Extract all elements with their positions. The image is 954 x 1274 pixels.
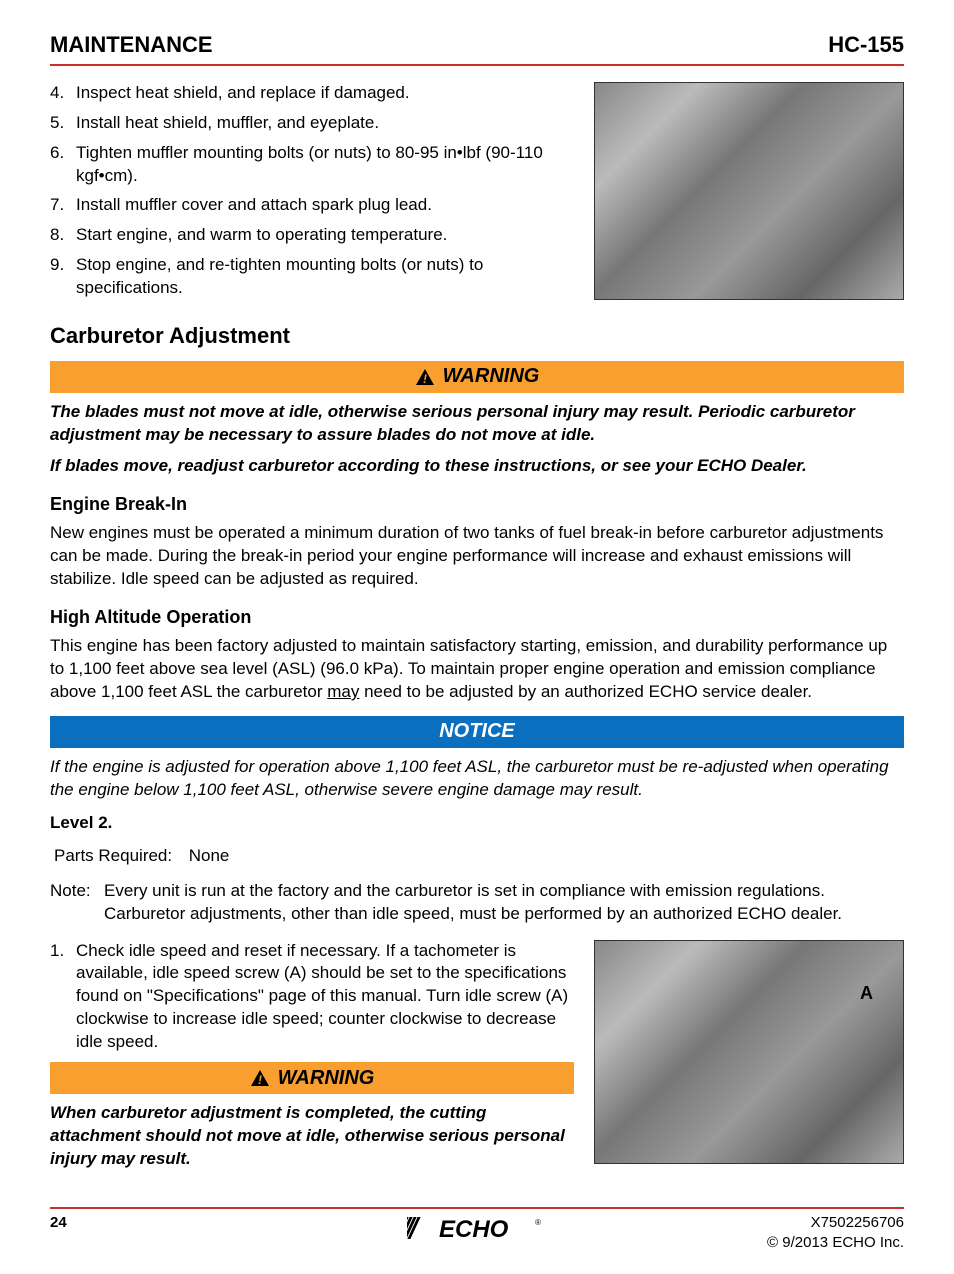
step-text: Check idle speed and reset if necessary.… xyxy=(76,941,568,1052)
step-item: 9.Stop engine, and re-tighten mounting b… xyxy=(76,254,574,300)
steps-top-container: 4. Inspect heat shield, and replace if da… xyxy=(50,82,574,308)
engine-photo-1 xyxy=(594,82,904,300)
warning-triangle-icon: ! xyxy=(415,363,435,390)
footer-logo: ECHO ® xyxy=(407,1213,547,1243)
lower-text-col: 1. Check idle speed and reset if necessar… xyxy=(50,940,574,1180)
step-item: 7.Install muffler cover and attach spark… xyxy=(76,194,574,217)
heading-engine-breakin: Engine Break-In xyxy=(50,492,904,516)
step-item: 5.Install heat shield, muffler, and eyep… xyxy=(76,112,574,135)
parts-label: Parts Required: xyxy=(54,845,184,868)
lower-section: 1. Check idle speed and reset if necessar… xyxy=(50,940,904,1180)
warning-banner: ! WARNING xyxy=(50,1062,574,1094)
step-item: 4.Inspect heat shield, and replace if da… xyxy=(76,82,574,105)
step-number: 4. xyxy=(50,82,64,105)
warning-label: WARNING xyxy=(278,1065,375,1092)
svg-text:ECHO: ECHO xyxy=(439,1216,509,1243)
step-item: 6.Tighten muffler mounting bolts (or nut… xyxy=(76,142,574,188)
paragraph: This engine has been factory adjusted to… xyxy=(50,635,904,704)
step-number: 8. xyxy=(50,224,64,247)
step-item: 1.Check idle speed and reset if necessar… xyxy=(76,940,574,1055)
step-text: Tighten muffler mounting bolts (or nuts)… xyxy=(76,143,543,185)
step-number: 5. xyxy=(50,112,64,135)
top-section: 4. Inspect heat shield, and replace if da… xyxy=(50,82,904,308)
text-fragment: need to be adjusted by an authorized ECH… xyxy=(359,682,812,701)
warning-label: WARNING xyxy=(443,363,540,390)
page-header: MAINTENANCE HC-155 xyxy=(50,30,904,66)
step-number: 9. xyxy=(50,254,64,277)
note-label: Note: xyxy=(50,880,104,926)
footer-wrap: 24 ECHO ® X7502256706 © 9/2013 ECHO Inc. xyxy=(50,1207,904,1254)
callout-label-a: A xyxy=(860,981,873,1005)
page-footer: 24 ECHO ® X7502256706 © 9/2013 ECHO Inc. xyxy=(50,1207,904,1254)
engine-photo-2: A xyxy=(594,940,904,1164)
step-text: Inspect heat shield, and replace if dama… xyxy=(76,83,410,102)
paragraph: New engines must be operated a minimum d… xyxy=(50,522,904,591)
notice-label: NOTICE xyxy=(439,718,515,745)
notice-banner: NOTICE xyxy=(50,716,904,748)
level-label: Level 2. xyxy=(50,812,904,835)
step-text: Start engine, and warm to operating temp… xyxy=(76,225,447,244)
note-body: Every unit is run at the factory and the… xyxy=(104,880,904,926)
underlined-word: may xyxy=(327,682,359,701)
warning-text: When carburetor adjustment is completed,… xyxy=(50,1102,574,1171)
step-text: Install heat shield, muffler, and eyepla… xyxy=(76,113,379,132)
svg-text:!: ! xyxy=(423,372,427,386)
step-number: 7. xyxy=(50,194,64,217)
steps-list-top: 4. Inspect heat shield, and replace if da… xyxy=(50,82,574,301)
part-number: X7502256706 xyxy=(767,1213,904,1233)
step-text: Stop engine, and re-tighten mounting bol… xyxy=(76,255,483,297)
figure-engine-top xyxy=(594,82,904,308)
footer-right: X7502256706 © 9/2013 ECHO Inc. xyxy=(767,1213,904,1254)
step-text: Install muffler cover and attach spark p… xyxy=(76,195,432,214)
parts-required-row: Parts Required: None xyxy=(54,845,904,868)
copyright: © 9/2013 ECHO Inc. xyxy=(767,1233,904,1253)
section-title: MAINTENANCE xyxy=(50,30,213,60)
heading-carburetor-adjustment: Carburetor Adjustment xyxy=(50,321,904,351)
echo-logo-icon: ECHO ® xyxy=(407,1213,547,1243)
steps-list-bottom: 1. Check idle speed and reset if necessar… xyxy=(50,940,574,1055)
notice-text: If the engine is adjusted for operation … xyxy=(50,756,904,802)
step-number: 6. xyxy=(50,142,64,165)
page-number: 24 xyxy=(50,1213,67,1233)
svg-text:®: ® xyxy=(535,1218,541,1227)
parts-value: None xyxy=(189,846,230,865)
svg-text:!: ! xyxy=(258,1073,262,1087)
note-row: Note: Every unit is run at the factory a… xyxy=(50,880,904,926)
warning-banner: ! WARNING xyxy=(50,361,904,393)
warning-text: If blades move, readjust carburetor acco… xyxy=(50,455,904,478)
step-item: 8.Start engine, and warm to operating te… xyxy=(76,224,574,247)
warning-text: The blades must not move at idle, otherw… xyxy=(50,401,904,447)
figure-engine-bottom: A xyxy=(594,940,904,1180)
warning-triangle-icon: ! xyxy=(250,1065,270,1092)
heading-high-altitude: High Altitude Operation xyxy=(50,605,904,629)
model-number: HC-155 xyxy=(828,30,904,60)
step-number: 1. xyxy=(50,940,64,963)
